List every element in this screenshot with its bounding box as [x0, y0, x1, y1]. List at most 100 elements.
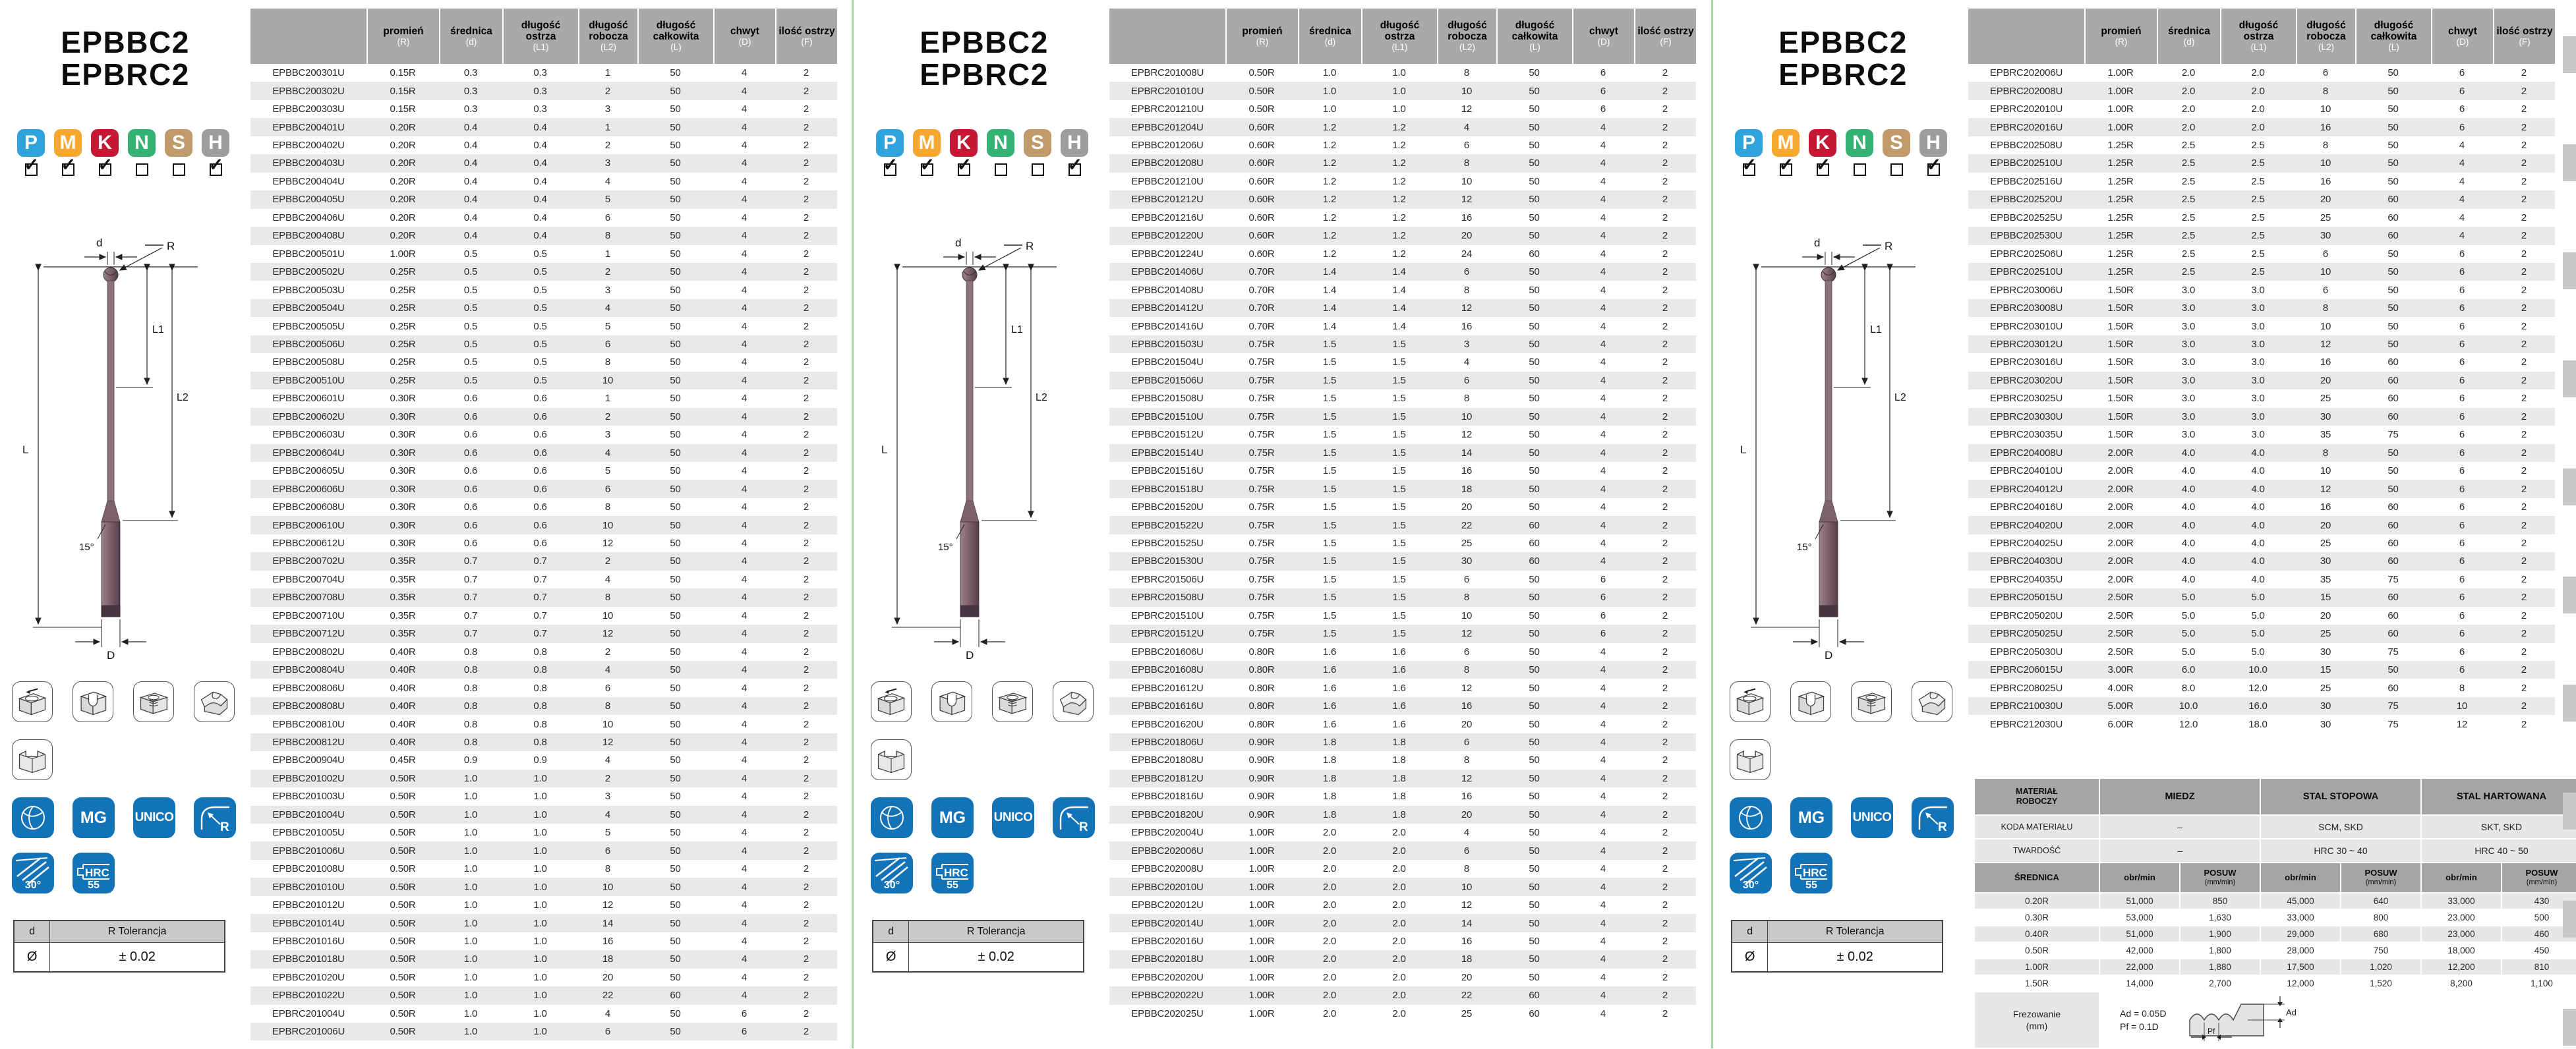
tool-drawing: d R L1 L2 L 15° D [864, 191, 1092, 664]
cell: 50 [670, 212, 681, 223]
cell: 4 [713, 407, 775, 426]
cell: 50 [1529, 212, 1540, 223]
cell: 1 [604, 67, 611, 79]
cell: 2 [2493, 443, 2555, 462]
cell: 1.5 [1298, 371, 1361, 390]
table-row: EPBBC201820U 0.90R 1.8 1.8 20 50 4 2 [1109, 805, 1696, 824]
cell: 2 [775, 1023, 837, 1041]
cell: 0.4 [463, 175, 478, 187]
cell: 50 [670, 935, 681, 947]
cell: 50 [2387, 320, 2399, 332]
cell: EPBBC201606U [1131, 646, 1204, 658]
cell: 4 [741, 682, 747, 694]
svg-text:L1: L1 [1870, 324, 1882, 335]
cell: 0.3 [502, 82, 578, 100]
cell: 2.5 [2251, 212, 2265, 223]
cell: EPBBC200702U [250, 552, 366, 571]
cell: EPBBC200505U [272, 320, 345, 332]
cell: 1.2 [1298, 227, 1361, 245]
cell: 1.5 [1361, 371, 1437, 390]
cell: 5.0 [2220, 625, 2296, 643]
cell: 10.0 [2220, 660, 2296, 679]
cell: 50 [1496, 696, 1572, 716]
cell: 2 [775, 805, 837, 824]
cell: 1.6 [1298, 660, 1361, 679]
cell: 1.5 [1392, 429, 1406, 441]
cell: 0.30R [390, 538, 416, 549]
cell: 50 [637, 625, 713, 643]
cell: 2.0 [1361, 878, 1437, 896]
table-row: EPBBC200402U 0.20R 0.4 0.4 2 50 4 2 [250, 136, 837, 154]
cell: 1.8 [1298, 769, 1361, 788]
cell: 2.00R [2107, 501, 2134, 513]
cell: 4 [741, 501, 747, 513]
cell: EPBBC202004U [1131, 827, 1204, 839]
cell: 0.6 [533, 501, 547, 513]
cell: EPBRC201006U [250, 1023, 366, 1041]
cell: 50 [637, 588, 713, 607]
table-row: EPBBC201816U 0.90R 1.8 1.8 16 50 4 2 [1109, 787, 1696, 805]
material-M: M ✓ [1772, 129, 1800, 176]
cell: 4 [1600, 718, 1606, 730]
cell: 2 [803, 175, 809, 187]
cell: 4 [578, 443, 637, 462]
cell: 2 [1634, 227, 1696, 245]
material-K-checkbox: ✓ [956, 155, 972, 176]
material-S: S [1024, 129, 1051, 176]
cell: 8 [2296, 298, 2355, 318]
cell: 2.50R [2107, 646, 2134, 658]
cell: 4 [1600, 538, 1606, 549]
cell: 450 [2534, 946, 2550, 955]
cell: 50 [1496, 805, 1572, 824]
cell: 50 [637, 371, 713, 390]
cell: EPBRC201508U [1109, 588, 1225, 607]
column-header: ilość ostrzy (F) [1634, 9, 1696, 64]
cell: 2 [1662, 465, 1668, 477]
cell: 1.5 [1322, 610, 1337, 621]
cell: 2 [803, 863, 809, 875]
cell: 0.75R [1248, 356, 1275, 368]
cell: 50 [670, 429, 681, 441]
cell: 1.5 [1298, 480, 1361, 498]
channel-milling-icon [1730, 739, 1771, 780]
page-edge-tab [2563, 360, 2576, 397]
cell: 0.80R [1225, 696, 1298, 716]
column-header: promień (R) [1225, 9, 1298, 64]
cell: – [2100, 816, 2260, 838]
cell: 3 [604, 791, 611, 803]
material-S: S [1883, 129, 1910, 176]
cell: 50 [1496, 769, 1572, 788]
cell: 16 [2320, 501, 2331, 513]
cell: EPBBC201012U [272, 899, 345, 911]
cell: 50 [1529, 175, 1540, 187]
cell: EPBBC201224U [1131, 248, 1204, 260]
cell: 1.8 [1361, 733, 1437, 752]
cell: EPBBC201412U [1109, 298, 1225, 318]
cell: 4 [1572, 262, 1634, 281]
cell: 1.0 [502, 914, 578, 932]
cell: EPBBC200404U [272, 175, 345, 187]
cell: 2 [803, 393, 809, 405]
cell: 1.00R [2084, 82, 2157, 100]
table-row: EPBBC201620U 0.80R 1.6 1.6 20 50 4 2 [1109, 715, 1696, 733]
feed-header: POSUW (mm/min) [2502, 863, 2576, 892]
cell: EPBBC200504U [250, 298, 366, 318]
cell: 1.0 [502, 950, 578, 969]
cell: 50 [1496, 227, 1572, 245]
material-N: N [1846, 129, 1873, 176]
cell: 4 [1572, 878, 1634, 896]
cell: 16 [1461, 465, 1473, 477]
cell: 800 [2373, 913, 2389, 922]
cell: 2 [1634, 298, 1696, 318]
cell: 12 [1437, 298, 1496, 318]
cell: 0.50R [1248, 67, 1275, 79]
cell: 6 [2431, 335, 2493, 354]
cell: 1.25R [2107, 212, 2134, 223]
cell: 0.75R [1248, 610, 1275, 621]
cell: 4 [2431, 190, 2493, 209]
cell: 1.0 [533, 971, 547, 983]
cell: 4.0 [2157, 552, 2220, 571]
cell: 5.0 [2181, 646, 2196, 658]
spec-table-header: promień (R) średnica (d) długość ostrza (L1) d… [1109, 9, 1696, 64]
cell: 50 [1529, 67, 1540, 79]
